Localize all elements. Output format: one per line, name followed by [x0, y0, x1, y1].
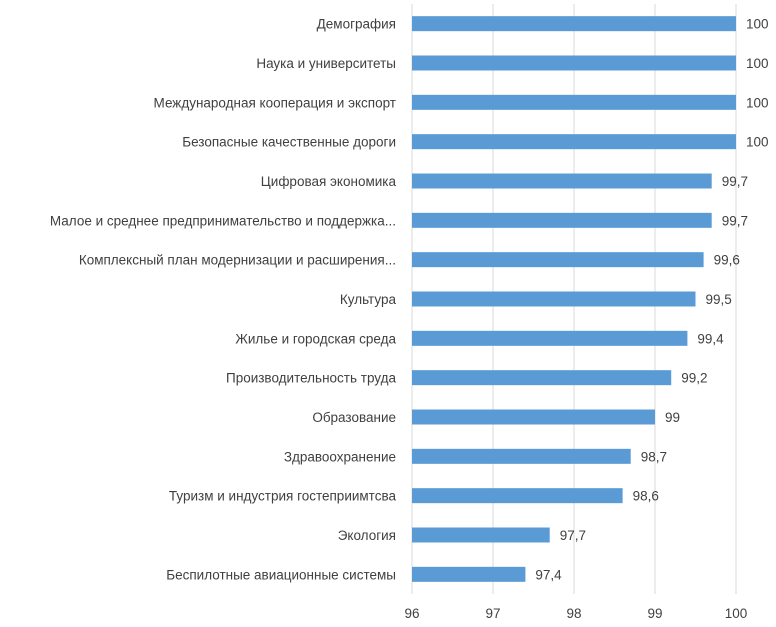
data-label: 99,5 — [706, 292, 732, 307]
category-label: Образование — [312, 410, 396, 425]
bar — [412, 291, 696, 307]
category-label: Культура — [340, 292, 397, 307]
data-label: 100 — [746, 56, 769, 71]
data-label: 98,7 — [641, 449, 667, 464]
bar — [412, 94, 736, 110]
x-axis-ticks: 96 97 98 99 100 — [404, 606, 747, 621]
data-label: 99,6 — [714, 253, 740, 268]
x-tick-label: 98 — [566, 606, 581, 621]
category-label: Туризм и индустрия гостеприимтсва — [169, 489, 397, 504]
data-label: 97,4 — [535, 567, 562, 582]
data-label: 99 — [665, 410, 680, 425]
bars — [412, 16, 736, 582]
x-tick-label: 99 — [647, 606, 662, 621]
bar — [412, 173, 712, 189]
x-tick-label: 97 — [485, 606, 500, 621]
data-label: 97,7 — [560, 528, 586, 543]
data-label: 99,7 — [722, 213, 748, 228]
bar — [412, 488, 623, 504]
bar — [412, 566, 526, 582]
category-label: Производительность труда — [226, 371, 397, 386]
bar — [412, 55, 736, 71]
bar — [412, 212, 712, 228]
bar — [412, 134, 736, 150]
category-label: Безопасные качественные дороги — [182, 135, 396, 150]
bar — [412, 252, 704, 268]
data-label: 99,4 — [697, 331, 724, 346]
category-label: Беспилотные авиационные системы — [166, 567, 396, 582]
bar — [412, 409, 655, 425]
data-label: 99,2 — [681, 371, 707, 386]
data-label: 98,6 — [633, 489, 659, 504]
data-label: 99,7 — [722, 174, 748, 189]
category-label: Комплексный план модернизации и расширен… — [79, 253, 396, 268]
bar — [412, 330, 688, 346]
bar — [412, 527, 550, 543]
category-labels: Демография Наука и университеты Международ… — [50, 17, 397, 583]
bar — [412, 370, 672, 386]
value-labels: 100 100 100 100 99,7 99,7 99,6 99,5 99,4 99,2 99 98… — [535, 17, 768, 583]
category-label: Международная кооперация и экспорт — [154, 95, 396, 110]
category-label: Здравоохранение — [284, 449, 396, 464]
category-label: Цифровая экономика — [261, 174, 397, 189]
data-label: 100 — [746, 135, 769, 150]
bar — [412, 448, 631, 464]
x-tick-label: 100 — [725, 606, 748, 621]
category-label: Экология — [338, 528, 396, 543]
category-label: Демография — [317, 17, 396, 32]
category-label: Жилье и городская среда — [235, 331, 396, 346]
data-label: 100 — [746, 95, 769, 110]
bar — [412, 16, 736, 32]
category-label: Малое и среднее предпринимательство и по… — [50, 213, 396, 228]
category-label: Наука и университеты — [256, 56, 396, 71]
x-tick-label: 96 — [404, 606, 419, 621]
data-label: 100 — [746, 17, 769, 32]
